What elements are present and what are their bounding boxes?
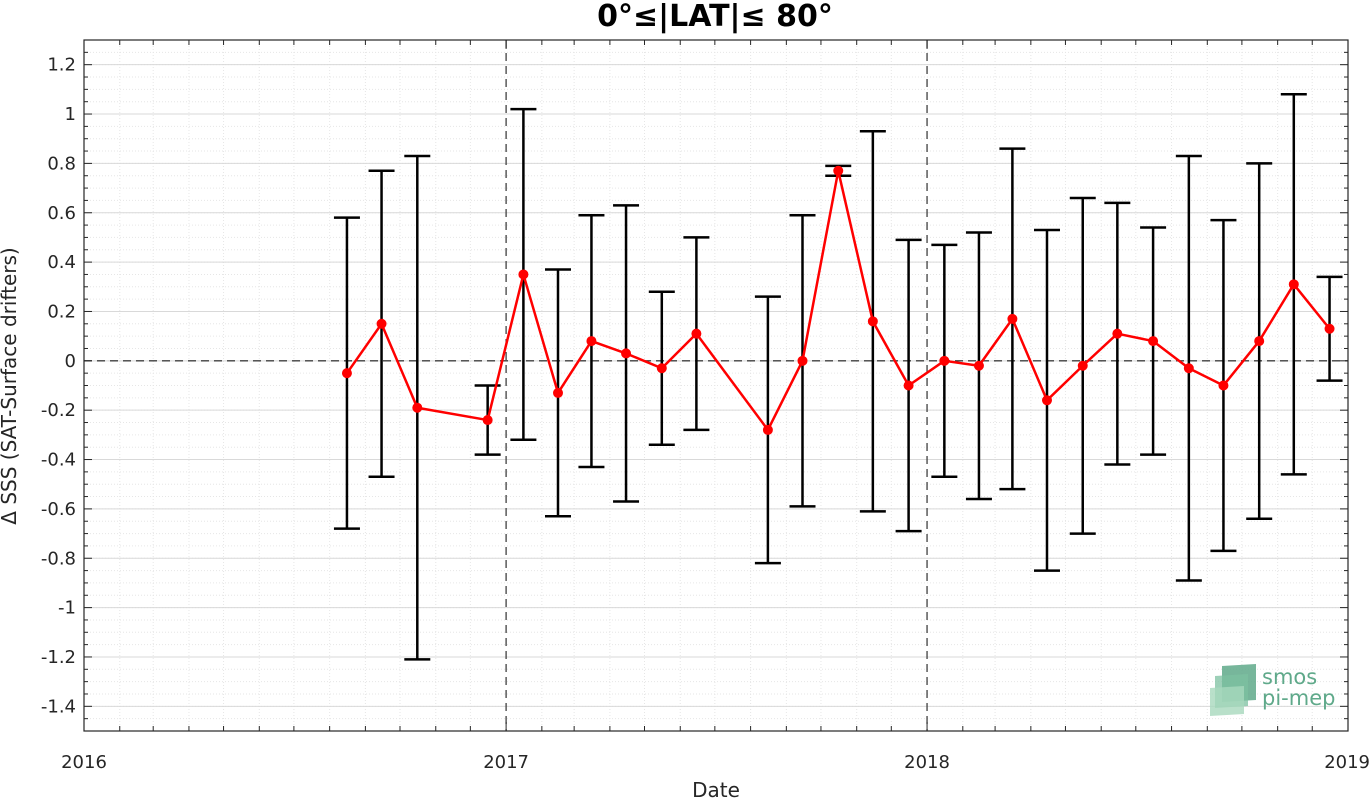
logo-text-line2: pi-mep [1262, 686, 1335, 710]
series-line-group [345, 169, 1331, 432]
y-tick-label: 0 [65, 351, 76, 372]
data-point [1112, 328, 1123, 339]
y-tick-label: -1.4 [41, 696, 76, 717]
data-point [586, 336, 597, 347]
data-point [1218, 380, 1229, 391]
y-tick-label: 0.6 [47, 203, 76, 224]
data-point [903, 380, 914, 391]
logo-mark-icon [1210, 664, 1256, 716]
y-tick-label: 1.2 [47, 55, 76, 76]
data-point [1254, 336, 1265, 347]
minor-grid [84, 39, 1348, 732]
y-tick-label: 0.2 [47, 301, 76, 322]
y-tick-label: -1.2 [41, 647, 76, 668]
data-point [1324, 323, 1335, 334]
data-point [1288, 279, 1299, 290]
x-axis-label: Date [692, 778, 740, 799]
data-point [482, 415, 493, 426]
x-tick-label: 2017 [483, 752, 529, 773]
x-tick-label: 2018 [904, 752, 950, 773]
y-tick-label: -1 [58, 598, 76, 619]
data-point [1148, 336, 1159, 347]
data-point [691, 328, 702, 339]
data-point [939, 355, 950, 366]
data-markers [341, 165, 1335, 435]
y-tick-label: -0.6 [41, 499, 76, 520]
y-tick-label: 0.8 [47, 153, 76, 174]
data-point [553, 387, 563, 398]
data-point [1007, 313, 1018, 324]
error-bars [333, 93, 1343, 661]
x-tick-label: 2019 [1324, 752, 1370, 773]
data-point [833, 165, 844, 176]
data-point [1183, 363, 1194, 374]
data-point [762, 424, 773, 435]
data-point [973, 360, 984, 371]
data-point [1077, 360, 1088, 371]
data-point [518, 269, 529, 280]
x-tick-label: 2016 [61, 752, 107, 773]
data-point [341, 368, 352, 379]
chart-title: 0°≤|LAT|≤ 80° [597, 0, 833, 34]
series-line [345, 169, 1331, 432]
data-point [376, 318, 387, 329]
data-point [797, 355, 808, 366]
tick-labels: -1.4 -1.2 -1 -0.8 -0.6 -0.4 -0.2 0 0.2 0.4 0.6 0.8 1… [41, 55, 1370, 773]
logo-text-line1: smos [1262, 665, 1317, 689]
smos-pi-mep-logo: smos pi-mep [1210, 664, 1335, 716]
data-point [867, 316, 878, 327]
axis-ticks [83, 39, 1349, 732]
y-tick-label: -0.2 [41, 400, 76, 421]
y-tick-label: 1 [65, 104, 76, 125]
data-point [621, 348, 632, 359]
data-point [412, 402, 423, 413]
data-point [656, 363, 667, 374]
data-point [1041, 395, 1052, 406]
y-tick-label: -0.4 [41, 450, 76, 471]
y-axis-label: Δ SSS (SAT-Surface drifters) [0, 247, 21, 524]
y-tick-label: 0.4 [47, 252, 76, 273]
y-tick-label: -0.8 [41, 548, 76, 569]
